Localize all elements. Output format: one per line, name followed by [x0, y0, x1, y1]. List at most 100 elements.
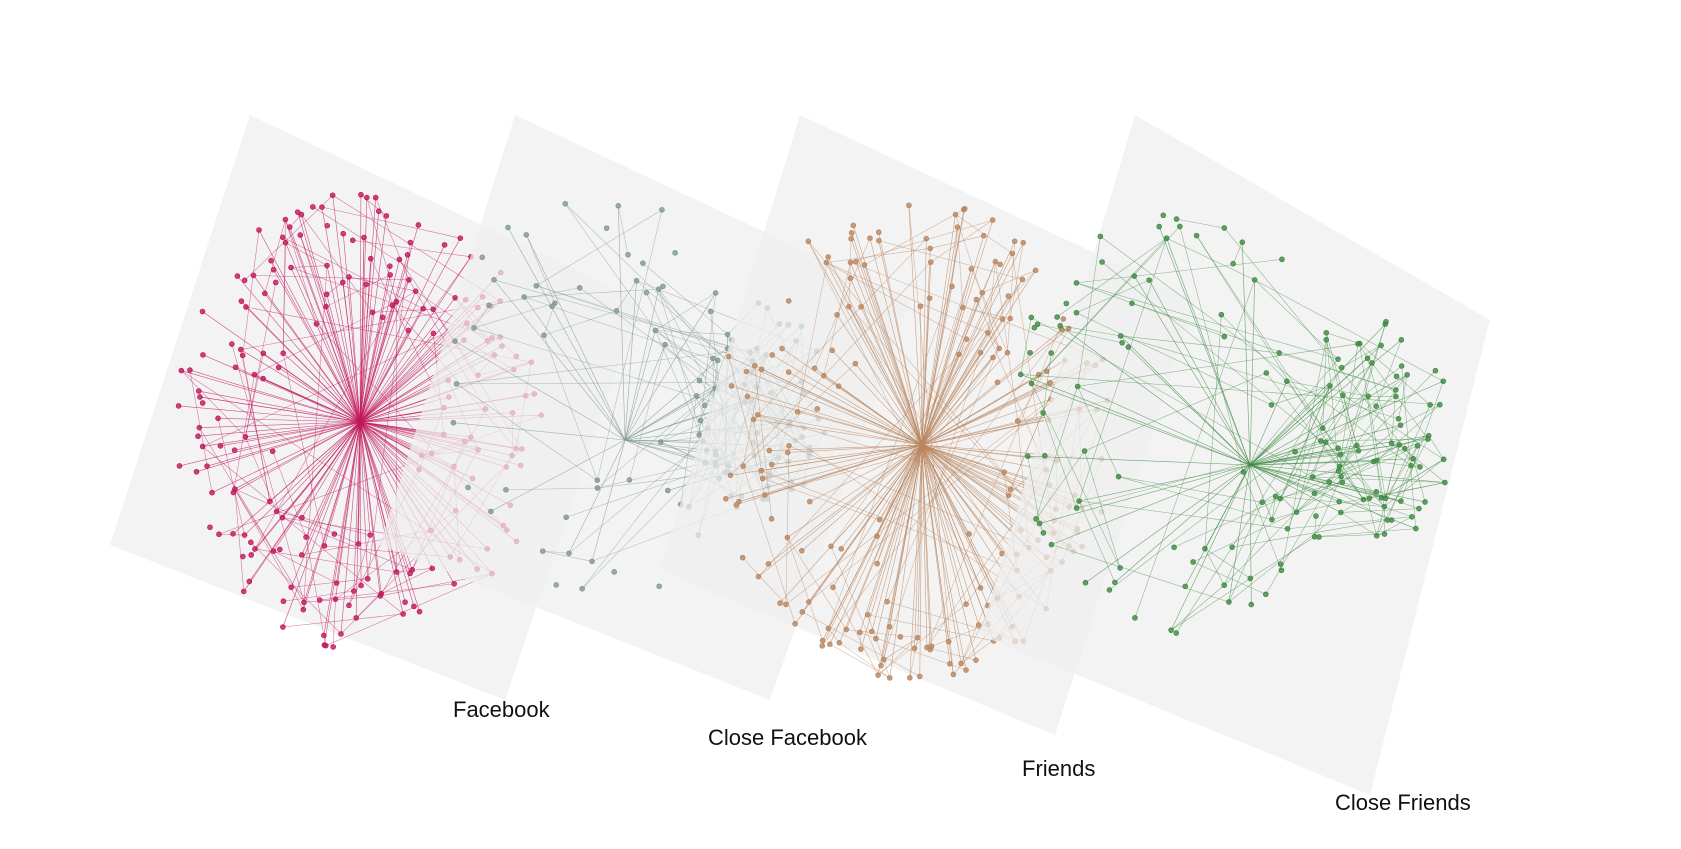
network-edge — [189, 369, 361, 423]
network-node — [503, 486, 509, 493]
network-node — [256, 227, 262, 233]
network-edge — [1031, 238, 1167, 384]
network-node — [1409, 513, 1415, 520]
network-edge — [597, 388, 716, 489]
network-node — [1309, 474, 1316, 480]
network-node — [1360, 496, 1367, 503]
network-node — [262, 290, 268, 297]
network-edge — [1340, 324, 1386, 477]
network-edge — [855, 261, 923, 446]
network-edge — [233, 421, 361, 493]
network-edge — [264, 293, 361, 423]
network-edge — [178, 405, 361, 423]
network-edge — [1231, 367, 1342, 548]
network-node — [1416, 505, 1422, 512]
network-edge — [802, 611, 920, 677]
network-edge — [1314, 516, 1317, 537]
network-edge — [323, 421, 361, 636]
network-node — [786, 442, 792, 449]
network-node — [1182, 583, 1189, 590]
network-edge — [1363, 499, 1413, 518]
network-edge — [536, 285, 728, 349]
network-edge — [359, 279, 410, 423]
network-edge — [655, 330, 728, 335]
network-edge — [1084, 372, 1267, 452]
network-node — [1384, 517, 1391, 523]
network-node — [1340, 392, 1346, 398]
network-node — [176, 463, 183, 469]
network-node — [1005, 492, 1012, 499]
network-node — [430, 330, 437, 337]
network-node — [1263, 591, 1269, 598]
network-node — [329, 192, 336, 199]
network-edge — [921, 444, 931, 650]
network-edge — [1249, 464, 1297, 513]
network-node — [954, 224, 961, 230]
network-edge — [1101, 261, 1322, 442]
network-edge — [305, 421, 361, 538]
network-node — [963, 336, 970, 342]
network-node — [794, 409, 801, 415]
network-edge — [850, 219, 993, 263]
network-node — [945, 638, 952, 645]
network-edge — [879, 357, 994, 520]
network-edge — [591, 439, 626, 562]
network-node — [333, 580, 340, 586]
network-node — [1322, 439, 1329, 445]
network-edge — [771, 444, 923, 465]
network-node — [1398, 498, 1404, 504]
network-edge — [1076, 238, 1167, 509]
network-edge — [886, 348, 1000, 602]
network-node — [1043, 368, 1050, 375]
network-edge — [326, 265, 361, 423]
network-edge — [366, 197, 397, 302]
network-node — [727, 472, 734, 479]
network-edge — [1059, 325, 1251, 466]
network-node — [917, 303, 924, 310]
network-node — [1269, 516, 1275, 523]
network-node — [1355, 448, 1362, 454]
network-edge — [955, 214, 1000, 349]
network-edge — [1271, 385, 1331, 406]
network-node — [1033, 516, 1039, 522]
network-edge — [285, 242, 328, 266]
network-edge — [249, 421, 361, 582]
network-edge — [1228, 496, 1276, 603]
network-node — [1119, 339, 1125, 346]
network-node — [1373, 532, 1380, 539]
network-edge — [1400, 404, 1440, 426]
network-node — [1040, 410, 1046, 416]
network-edge — [285, 219, 317, 324]
network-node — [1327, 383, 1333, 389]
network-edge — [1249, 374, 1408, 466]
network-node — [1323, 329, 1330, 336]
network-node — [615, 203, 622, 209]
network-edge — [1320, 440, 1364, 500]
network-edge — [325, 573, 493, 646]
layer-label-close-friends: Close Friends — [1335, 790, 1471, 815]
network-node — [541, 332, 547, 339]
network-edge — [808, 241, 981, 589]
network-node — [640, 260, 646, 266]
network-node — [696, 377, 703, 384]
network-node — [1173, 630, 1180, 636]
network-edge — [1079, 464, 1251, 502]
network-edge — [859, 444, 923, 633]
network-edge — [1325, 374, 1408, 443]
network-node — [1146, 277, 1153, 283]
network-node — [755, 412, 761, 418]
network-node — [1097, 233, 1104, 240]
network-edge — [1020, 317, 1032, 375]
network-edge — [785, 399, 1052, 605]
network-node — [1278, 567, 1285, 574]
network-node — [288, 584, 295, 591]
network-edge — [242, 355, 271, 502]
network-edge — [263, 353, 361, 423]
network-node — [1259, 499, 1266, 506]
network-node — [187, 367, 193, 373]
network-edge — [1031, 383, 1121, 569]
network-node — [441, 242, 448, 248]
network-edge — [254, 548, 397, 573]
network-edge — [883, 637, 919, 660]
network-edge — [543, 310, 617, 336]
